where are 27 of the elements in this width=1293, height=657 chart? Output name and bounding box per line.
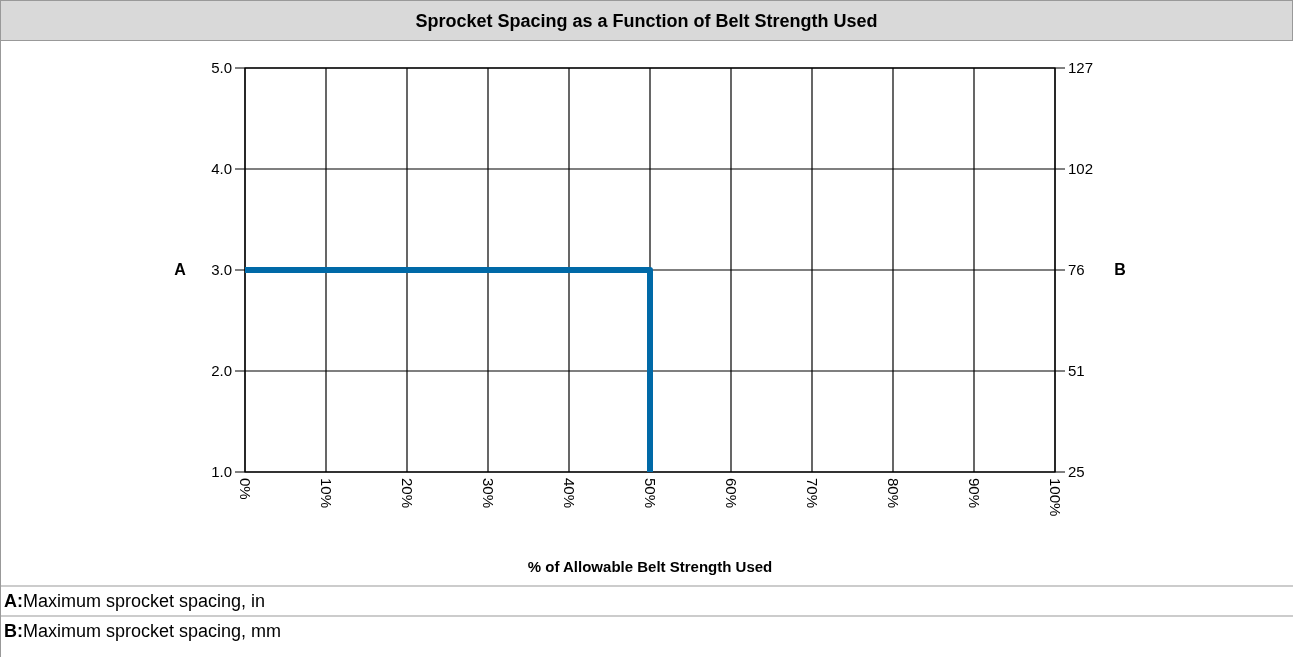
text: A:Maximum sprocket spacing, in	[4, 591, 266, 611]
x-tick-label: 40%	[561, 478, 578, 509]
chart-title: Sprocket Spacing as a Function of Belt Strength Used	[415, 11, 878, 31]
y-tick-label: 5.0	[211, 59, 232, 76]
x-axis-title: % of Allowable Belt Strength Used	[527, 558, 773, 575]
x-tick-label: 100%	[1047, 478, 1064, 517]
x-tick-label: 10%	[318, 478, 335, 509]
x-tick-label: 80%	[885, 478, 902, 509]
x-tick-label: 50%	[642, 478, 659, 509]
y-tick-label: 3.0	[211, 261, 232, 278]
y-tick-label: 4.0	[211, 160, 232, 177]
y-axis-title: A	[174, 261, 187, 278]
y2-tick-label: 51	[1068, 362, 1085, 379]
x-tick-label: 20%	[399, 478, 416, 509]
x-tick-label: 60%	[723, 478, 740, 509]
y2-tick-label: 102	[1068, 160, 1094, 177]
y-tick-label: 2.0	[211, 362, 232, 379]
text: B:Maximum sprocket spacing, mm	[4, 621, 282, 641]
y-tick-label: 1.0	[211, 463, 232, 480]
x-tick-label: 70%	[804, 478, 821, 509]
y2-axis-title: B	[1114, 261, 1126, 278]
y2-tick-label: 25	[1068, 463, 1085, 480]
y2-tick-label: 76	[1068, 261, 1085, 278]
x-tick-label: 30%	[480, 478, 497, 509]
x-tick-label: 0%	[237, 478, 254, 500]
y2-tick-label: 127	[1068, 59, 1094, 76]
x-tick-label: 90%	[966, 478, 983, 509]
